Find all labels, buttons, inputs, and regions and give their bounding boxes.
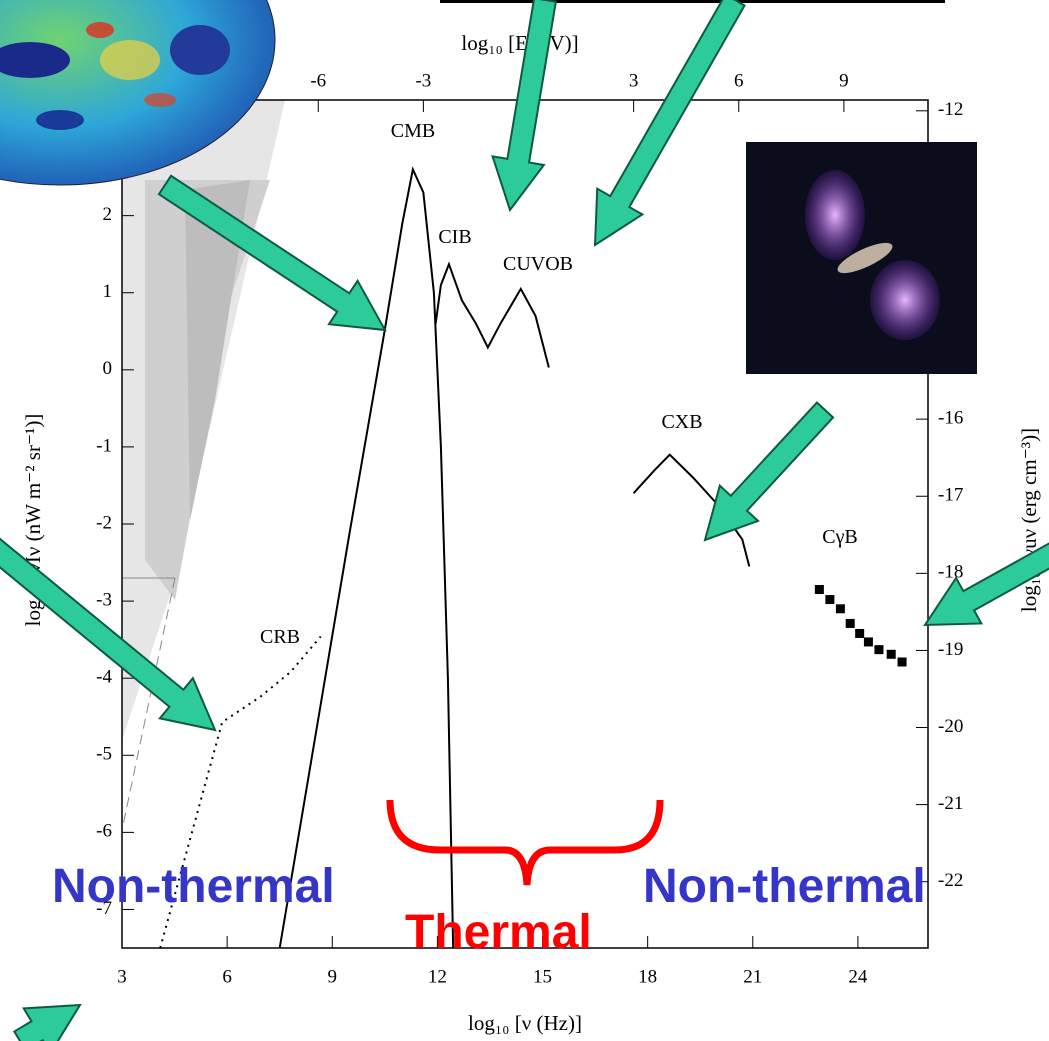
y-tick-label: -2 [96, 512, 112, 533]
chart: 3691215182124-6-30369-7-6-5-4-3-2-1012-2… [0, 0, 1049, 1041]
galaxy-image [746, 142, 977, 374]
curve-label: CXB [661, 411, 702, 433]
y2-tick-label: -18 [938, 562, 963, 583]
arrow [14, 1005, 80, 1041]
data-point [874, 645, 883, 654]
y-tick-label: -6 [96, 821, 112, 842]
x2-tick-label: 3 [629, 70, 639, 91]
x-tick-label: 15 [533, 966, 552, 987]
data-point [898, 657, 907, 666]
map-spot [170, 25, 230, 75]
arrow [0, 537, 215, 730]
x-axis-label: log₁₀ [ν (Hz)] [468, 1011, 582, 1035]
data-point [815, 585, 824, 594]
arrow [595, 0, 745, 245]
lobe [870, 260, 940, 340]
x2-tick-label: 6 [734, 70, 744, 91]
x-tick-label: 3 [117, 966, 127, 987]
arrow [705, 403, 833, 540]
curve-label: CRB [260, 626, 300, 648]
y-tick-label: -1 [96, 435, 112, 456]
y2-tick-label: -22 [938, 870, 963, 891]
y2-tick-label: -16 [938, 408, 963, 429]
curve-label: CIB [438, 226, 471, 248]
y-tick-label: 0 [103, 358, 113, 379]
top-rule [440, 0, 945, 3]
x-tick-label: 12 [428, 966, 447, 987]
map-spot [86, 22, 114, 38]
data-point [855, 629, 864, 638]
x2-tick-label: -6 [310, 70, 326, 91]
x-tick-label: 9 [328, 966, 338, 987]
x-tick-label: 24 [848, 966, 868, 987]
map-spot [36, 110, 84, 130]
x2-axis-label: log₁₀ [E (eV)] [461, 31, 578, 55]
y2-tick-label: -17 [938, 485, 963, 506]
lobe [805, 170, 865, 260]
y-tick-label: -4 [96, 667, 112, 688]
data-point [887, 650, 896, 659]
x2-tick-label: 9 [839, 70, 849, 91]
data-point [846, 619, 855, 628]
thermal-brace [390, 800, 660, 885]
x2-tick-label: -3 [415, 70, 431, 91]
y-tick-label: 2 [103, 204, 113, 225]
thermal-label: Thermal [405, 906, 592, 959]
non-thermal-left: Non-thermal [52, 860, 335, 913]
y2-tick-label: -12 [938, 99, 963, 120]
y2-tick-label: -20 [938, 716, 963, 737]
y-tick-label: -5 [96, 744, 112, 765]
curve-label: CMB [391, 120, 435, 142]
y2-tick-label: -19 [938, 639, 963, 660]
y-tick-label: -3 [96, 589, 112, 610]
curve-label: CUVOB [503, 253, 573, 275]
y2-tick-label: -21 [938, 793, 963, 814]
x-tick-label: 18 [638, 966, 657, 987]
x-tick-label: 21 [743, 966, 762, 987]
map-spot [100, 40, 160, 80]
series-line [436, 264, 549, 367]
data-point [825, 595, 834, 604]
map-spot [144, 93, 176, 107]
curve-label: CγB [822, 526, 858, 548]
y-tick-label: 1 [103, 281, 113, 302]
non-thermal-right: Non-thermal [643, 860, 926, 913]
x-tick-label: 6 [222, 966, 232, 987]
page: {"chart_data": {"type": "line", "xlabel"… [0, 0, 1049, 1041]
data-point [836, 604, 845, 613]
data-point [864, 637, 873, 646]
